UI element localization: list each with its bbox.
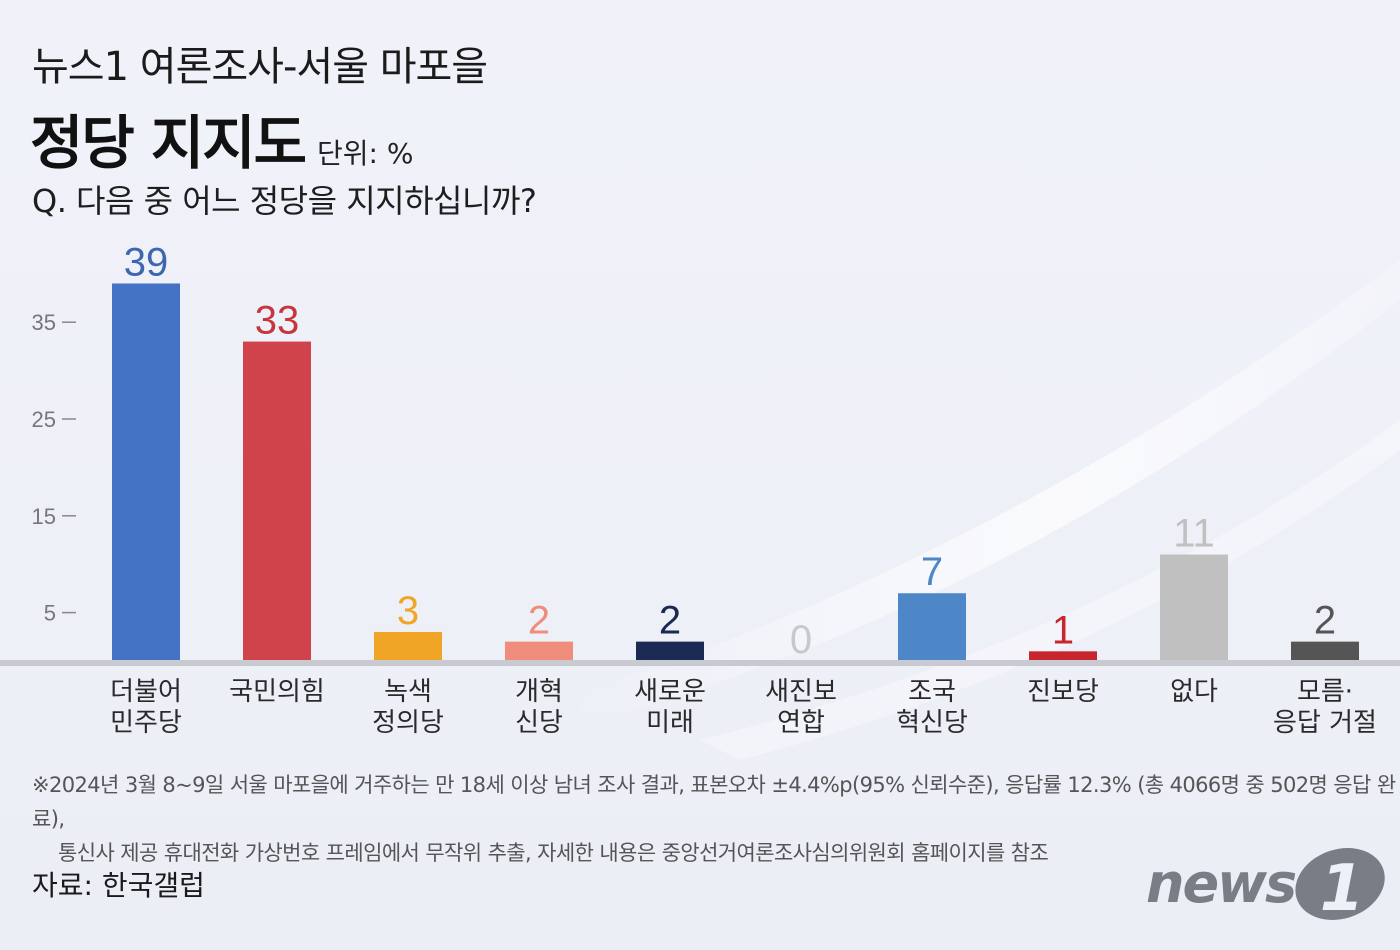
bar [505, 641, 573, 661]
unit-label: 단위: % [317, 137, 414, 170]
value-label: 2 [528, 599, 550, 643]
bar [374, 631, 442, 661]
y-tick-label: 35 [32, 310, 56, 335]
category-label: 진보당 [1027, 677, 1099, 707]
footnote: ※2024년 3월 8~9일 서울 마포을에 거주하는 만 18세 이상 남녀 … [32, 768, 1400, 870]
title-row: 정당 지지도 단위: % [30, 96, 413, 180]
category-label: 없다 [1170, 677, 1218, 707]
news1-logo: news 1 [1146, 848, 1385, 922]
value-label: 33 [255, 299, 300, 343]
category-label: 모름· [1297, 677, 1353, 707]
y-axis: 5 15 25 35 [32, 310, 76, 626]
bar [1160, 554, 1228, 661]
category-label: 정의당 [372, 708, 444, 738]
category-label: 민주당 [110, 708, 182, 738]
y-tick-label: 5 [44, 601, 56, 626]
header-kicker: 뉴스1 여론조사-서울 마포을 [32, 44, 488, 90]
value-label: 7 [921, 550, 943, 594]
value-label: 11 [1173, 512, 1215, 556]
value-label: 3 [397, 589, 419, 633]
category-label: 더불어 [110, 677, 182, 707]
category-label: 새진보 [765, 677, 837, 707]
category-label: 미래 [646, 708, 694, 738]
bar [1029, 651, 1097, 661]
category-label: 조국 [908, 677, 956, 707]
bar [1291, 641, 1359, 661]
logo-text: news [1146, 852, 1296, 915]
bar [898, 593, 966, 661]
category-label: 응답 거절 [1273, 708, 1377, 738]
y-tick-label: 25 [32, 407, 56, 432]
footnote-line-2: 통신사 제공 휴대전화 가상번호 프레임에서 무작위 추출, 자세한 내용은 중… [58, 841, 1049, 865]
value-label: 39 [124, 240, 169, 284]
value-label: 2 [1314, 599, 1336, 643]
bar [243, 341, 311, 661]
survey-question: Q. 다음 중 어느 정당을 지지하십니까? [32, 182, 537, 220]
category-label: 신당 [515, 708, 563, 738]
category-label: 혁신당 [896, 708, 968, 738]
value-label: 1 [1052, 608, 1074, 652]
value-label: 2 [659, 599, 681, 643]
bars [112, 283, 1359, 661]
category-label: 녹색 [384, 677, 432, 707]
logo-circle [1295, 848, 1385, 920]
y-tick-label: 15 [32, 504, 56, 529]
bar [112, 283, 180, 661]
category-label: 국민의힘 [229, 677, 325, 707]
value-label: 0 [790, 618, 812, 662]
category-label: 연합 [777, 708, 825, 738]
category-label: 개혁 [515, 677, 563, 707]
category-label: 새로운 [634, 677, 706, 707]
source-label: 자료: 한국갤럽 [32, 869, 205, 902]
logo-mark: 1 [1320, 852, 1365, 922]
baseline-band [0, 660, 1400, 666]
footnote-line-1: ※2024년 3월 8~9일 서울 마포을에 거주하는 만 18세 이상 남녀 … [32, 773, 1396, 831]
bar [636, 641, 704, 661]
chart-title: 정당 지지도 [30, 109, 307, 177]
